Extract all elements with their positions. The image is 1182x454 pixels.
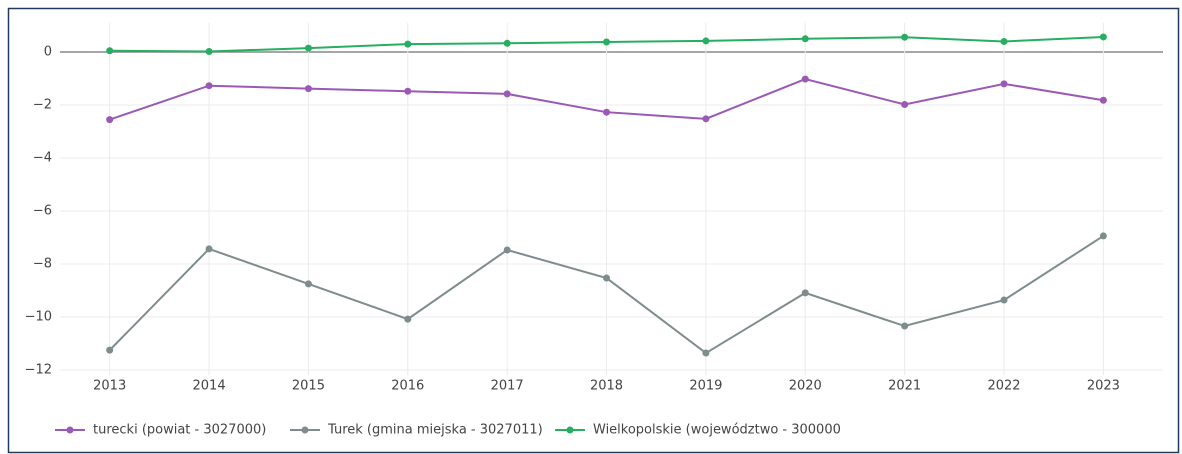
data-point: [503, 90, 511, 98]
x-tick-label: 2023: [1087, 379, 1120, 394]
data-point: [404, 40, 412, 48]
data-point: [1000, 37, 1008, 45]
y-tick-label: −8: [33, 257, 52, 272]
data-point: [702, 349, 710, 357]
data-point: [503, 39, 511, 47]
x-tick-label: 2013: [93, 379, 126, 394]
legend-marker: [66, 426, 74, 434]
data-point: [404, 315, 412, 323]
data-point: [702, 37, 710, 45]
x-tick-label: 2019: [689, 379, 722, 394]
data-point: [106, 116, 114, 124]
data-point: [702, 115, 710, 123]
x-tick-label: 2015: [292, 379, 325, 394]
legend-label: turecki (powiat - 3027000): [93, 423, 266, 438]
y-tick-label: −10: [25, 310, 52, 325]
y-tick-label: 0: [44, 45, 52, 60]
data-point: [106, 47, 114, 55]
legend-marker: [566, 426, 574, 434]
x-tick-label: 2021: [888, 379, 921, 394]
x-tick-label: 2017: [491, 379, 524, 394]
data-point: [1099, 96, 1107, 104]
data-point: [901, 322, 909, 330]
data-point: [205, 245, 213, 253]
y-tick-label: −6: [33, 204, 52, 219]
data-point: [106, 346, 114, 354]
x-tick-label: 2016: [391, 379, 424, 394]
data-point: [901, 33, 909, 41]
data-point: [901, 101, 909, 109]
y-tick-label: −4: [33, 151, 52, 166]
data-point: [1000, 296, 1008, 304]
data-point: [503, 246, 511, 254]
legend-label: Turek (gmina miejska - 3027011): [327, 423, 543, 438]
data-point: [304, 280, 312, 288]
data-point: [801, 35, 809, 43]
data-point: [304, 44, 312, 52]
legend-marker: [301, 426, 309, 434]
x-tick-label: 2022: [987, 379, 1020, 394]
data-point: [603, 108, 611, 116]
x-tick-label: 2020: [789, 379, 822, 394]
data-point: [205, 82, 213, 90]
data-point: [1099, 232, 1107, 240]
x-tick-label: 2014: [193, 379, 226, 394]
x-tick-label: 2018: [590, 379, 623, 394]
data-point: [205, 48, 213, 56]
data-point: [304, 85, 312, 93]
frame: [7, 7, 1180, 454]
data-point: [1099, 33, 1107, 41]
legend-label: Wielkopolskie (województwo - 300000: [593, 423, 841, 438]
data-point: [603, 38, 611, 46]
data-point: [801, 289, 809, 297]
data-point: [801, 75, 809, 83]
data-point: [603, 274, 611, 282]
data-point: [1000, 80, 1008, 88]
y-tick-label: −2: [33, 98, 52, 113]
data-point: [404, 87, 412, 95]
y-tick-label: −12: [25, 363, 52, 378]
